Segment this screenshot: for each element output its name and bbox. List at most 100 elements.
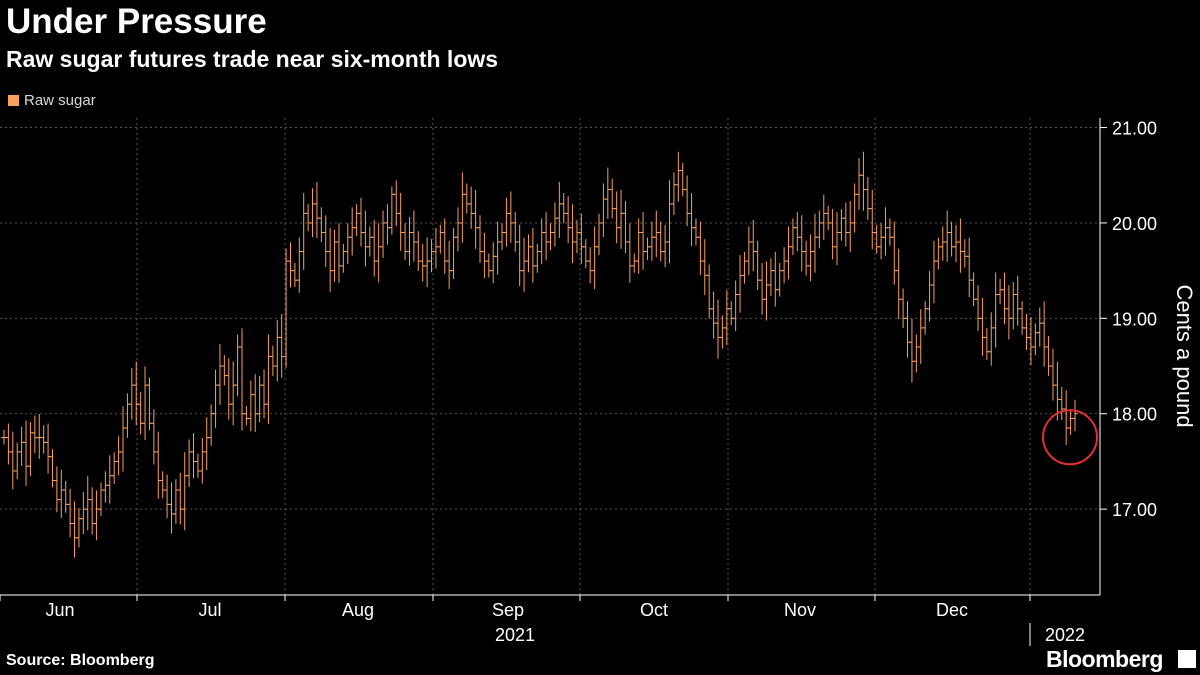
ohlc-bar — [988, 312, 995, 366]
ohlc-bar — [609, 178, 616, 219]
ohlc-bar — [164, 474, 171, 519]
ohlc-bar — [58, 469, 65, 518]
ohlc-bar — [397, 193, 404, 251]
ohlc-bar — [600, 183, 607, 237]
ohlc-bar — [322, 215, 329, 268]
ohlc-bar — [1045, 336, 1052, 376]
ohlc-bar — [419, 243, 426, 282]
ohlc-bar — [415, 231, 422, 271]
ohlc-bar — [529, 228, 536, 283]
ohlc-bar — [177, 472, 184, 525]
ohlc-bar — [146, 377, 153, 431]
ohlc-bar — [613, 191, 620, 244]
ohlc-bar — [512, 212, 519, 252]
ohlc-bar — [573, 220, 580, 254]
ohlc-bar — [794, 212, 801, 252]
ohlc-bar — [75, 507, 82, 548]
ohlc-bar — [230, 361, 237, 426]
ohlc-bar — [256, 375, 263, 423]
ohlc-bar — [878, 223, 885, 260]
ohlc-bar — [759, 263, 766, 315]
ohlc-bar — [296, 237, 303, 293]
ohlc-bar — [807, 234, 814, 282]
ohlc-bar — [763, 261, 770, 321]
ohlc-bar — [331, 229, 338, 282]
ohlc-bar — [137, 391, 144, 435]
ohlc-bar — [432, 228, 439, 269]
ohlc-bar — [587, 247, 594, 284]
ohlc-bar — [1063, 390, 1070, 445]
ohlc-bar — [697, 221, 704, 276]
ohlc-bar — [688, 193, 695, 247]
ohlc-bar — [93, 490, 100, 541]
ohlc-bar — [622, 200, 629, 254]
ohlc-bar — [406, 216, 413, 266]
ohlc-bar — [45, 423, 52, 474]
ohlc-bar — [203, 417, 210, 471]
tick-labels: 17.00 18.00 19.00 20.00 21.00 Jun Jul Aug Sep Oct… — [45, 119, 1197, 645]
ohlc-bar — [49, 449, 56, 488]
ohlc-bar — [745, 226, 752, 276]
ohlc-bar — [199, 437, 206, 484]
ohlc-bar — [499, 223, 506, 251]
ohlc-bar — [494, 221, 501, 275]
ohlc-bar — [1067, 410, 1074, 435]
ohlc-bar — [631, 253, 638, 273]
ohlc-bar — [1005, 285, 1012, 340]
ohlc-bar — [618, 189, 625, 249]
ohlc-bar — [913, 334, 920, 373]
ohlc-bar — [569, 204, 576, 264]
ohlc-bar — [31, 415, 38, 454]
ohlc-bar — [1036, 307, 1043, 347]
ohlc-bar — [327, 228, 334, 292]
ohlc-bar — [953, 224, 959, 263]
ohlc-bar — [908, 318, 915, 383]
ohlc-bar — [737, 255, 744, 313]
ohlc-bar — [402, 223, 409, 260]
ohlc-bar — [485, 253, 492, 278]
ohlc-bar — [626, 223, 633, 283]
y-axis-title: Cents a pound — [1172, 284, 1197, 427]
ohlc-bar — [719, 315, 726, 349]
ohlc-bar — [53, 466, 60, 513]
ohlc-bar — [247, 380, 254, 432]
ohlc-bar — [961, 239, 968, 268]
ohlc-bar — [212, 369, 219, 428]
ohlc-bar — [115, 436, 122, 476]
ohlc-bar — [596, 213, 602, 256]
ohlc-bar — [715, 299, 721, 359]
ohlc-bar — [754, 240, 761, 290]
ohlc-bar — [309, 188, 316, 237]
ohlc-bar — [803, 240, 810, 276]
ohlc-bar — [856, 158, 863, 210]
ohlc-bar — [441, 218, 448, 274]
ohlc-bar — [225, 358, 232, 420]
ohlc-bar — [679, 162, 686, 197]
y-tick-label: 17.00 — [1112, 500, 1157, 520]
ohlc-bar — [159, 471, 166, 499]
ohlc-bar — [864, 177, 871, 220]
ohlc-bar — [811, 213, 818, 273]
ohlc-bar — [463, 183, 470, 214]
x-tick-label: Jun — [45, 600, 74, 620]
ohlc-bar — [851, 183, 858, 233]
ohlc-bar — [543, 212, 550, 261]
ohlc-bar — [547, 223, 554, 251]
ohlc-bar — [904, 301, 911, 358]
ohlc-bar — [97, 482, 104, 517]
ohlc-bar — [578, 213, 585, 264]
ohlc-bar — [983, 328, 990, 361]
ohlc-bar — [124, 393, 131, 438]
ohlc-bar — [869, 189, 876, 250]
ohlc-bar — [644, 237, 651, 260]
ohlc-bar — [446, 240, 453, 289]
ohlc-bar — [692, 218, 699, 246]
ohlc-bar — [635, 218, 642, 274]
ohlc-bar — [591, 226, 598, 289]
gridlines — [0, 118, 1100, 595]
ohlc-bar — [243, 406, 250, 426]
ohlc-bar — [653, 210, 660, 257]
ohlc-bar — [1058, 387, 1065, 421]
ohlc-bar — [261, 369, 268, 419]
